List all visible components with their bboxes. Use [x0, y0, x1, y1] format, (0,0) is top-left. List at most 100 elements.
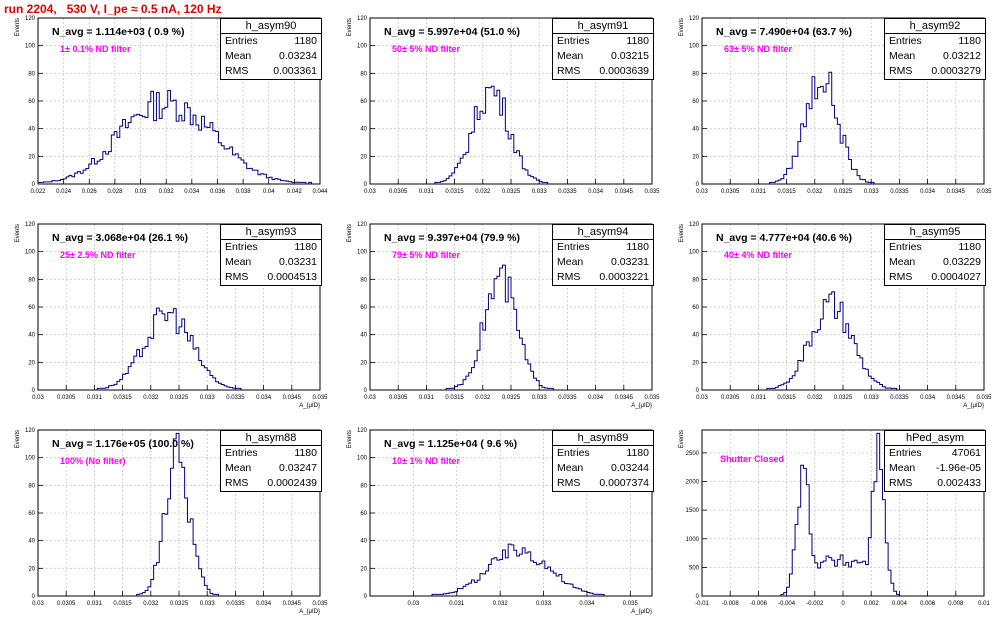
- y-tick-label: 120: [689, 222, 700, 228]
- x-tick-label: 0: [841, 601, 845, 607]
- y-tick-label: 100: [689, 44, 700, 50]
- stats-row-mean: Mean 0.03229: [885, 255, 985, 270]
- filter-annotation: 79± 5% ND filter: [392, 250, 460, 260]
- x-tick-label: 0.03: [696, 189, 708, 195]
- x-tick-label: 0.008: [948, 601, 964, 607]
- stats-value: 1180: [294, 447, 317, 459]
- x-tick-label: 0.03: [32, 601, 44, 607]
- stats-row-mean: Mean 0.03247: [221, 461, 321, 476]
- stats-box: h_asym95 Entries 1180 Mean 0.03229 RMS 0.00040…: [884, 224, 986, 286]
- histogram-panel-h_asym91: 0.03 0.0305 0.031 0.0315 0.032 0.0325 0.033 0.0…: [332, 14, 664, 221]
- y-axis-label: Events: [347, 18, 353, 36]
- x-tick-label: 0.0315: [445, 395, 464, 401]
- y-tick-label: 20: [692, 154, 699, 160]
- y-tick-label: 100: [25, 250, 36, 256]
- y-tick-label: 0: [32, 388, 36, 394]
- x-tick-label: 0.03: [408, 601, 420, 607]
- stats-value: 47061: [951, 447, 981, 459]
- y-tick-label: 100: [25, 44, 36, 50]
- y-tick-label: 60: [692, 305, 699, 311]
- y-tick-label: 2500: [686, 451, 700, 457]
- x-tick-label: 0.04: [263, 189, 275, 195]
- x-tick-label: 0.022: [30, 189, 46, 195]
- stats-row-mean: Mean 0.03231: [553, 255, 653, 270]
- stats-key: Mean: [557, 256, 584, 268]
- stats-key: RMS: [557, 271, 581, 283]
- histogram-plot-h_asym90: 0.022 0.024 0.026 0.028 0.03 0.032 0.034 0.036 0…: [15, 16, 328, 195]
- filter-annotation: 25± 2.5% ND filter: [60, 250, 136, 260]
- histogram-bars: [37, 90, 320, 185]
- navg-label: N_avg = 7.490e+04 (63.7 %): [716, 26, 853, 38]
- stats-key: Entries: [889, 35, 922, 47]
- stats-row-mean: Mean 0.03244: [553, 461, 653, 476]
- x-tick-label: 0.033: [532, 189, 548, 195]
- y-tick-label: 80: [360, 71, 367, 77]
- histogram-bars: [370, 543, 652, 597]
- y-tick-label: 100: [357, 456, 368, 462]
- y-tick-label: 40: [360, 127, 367, 133]
- y-axis-label: Events: [679, 224, 685, 242]
- x-tick-label: 0.03: [364, 189, 376, 195]
- stats-key: Mean: [557, 50, 584, 62]
- x-tick-label: 0.0305: [389, 189, 408, 195]
- x-tick-label: 0.035: [312, 601, 328, 607]
- y-axis-label: Events: [679, 18, 685, 36]
- stats-row-entries: Entries 1180: [221, 446, 321, 461]
- stats-key: Entries: [889, 447, 922, 459]
- x-tick-label: 0.0325: [502, 395, 521, 401]
- stats-key: Entries: [557, 447, 590, 459]
- x-tick-label: 0.002: [864, 601, 880, 607]
- stats-key: Mean: [225, 50, 252, 62]
- x-tick-label: 0.0315: [445, 189, 464, 195]
- y-tick-label: 80: [360, 483, 367, 489]
- x-tick-label: 0.0335: [890, 395, 909, 401]
- x-tick-label: -0.002: [806, 601, 824, 607]
- x-tick-label: 0.034: [256, 395, 272, 401]
- y-tick-label: 60: [360, 305, 367, 311]
- x-axis-label: A_{μID}: [631, 609, 652, 615]
- x-tick-label: 0.0335: [226, 601, 245, 607]
- y-tick-label: 60: [360, 99, 367, 105]
- x-tick-label: 0.01: [978, 601, 990, 607]
- y-tick-label: 0: [364, 388, 368, 394]
- y-tick-label: 80: [692, 277, 699, 283]
- stats-row-rms: RMS 0.0003221: [553, 270, 653, 285]
- y-tick-label: 20: [28, 154, 35, 160]
- y-tick-label: 0: [696, 594, 700, 600]
- y-axis-label: Events: [15, 224, 21, 242]
- x-tick-label: 0.033: [200, 395, 216, 401]
- x-tick-label: 0.034: [920, 395, 936, 401]
- y-axis-label: Events: [347, 224, 353, 242]
- stats-value: 0.03247: [279, 462, 317, 474]
- x-tick-label: 0.031: [87, 601, 103, 607]
- run-title: run 2204, 530 V, I_pe ≈ 0.5 nA, 120 Hz: [4, 2, 222, 16]
- stats-row-rms: RMS 0.002433: [885, 476, 985, 491]
- x-tick-label: 0.034: [184, 189, 200, 195]
- y-axis-label: Events: [679, 430, 685, 448]
- y-tick-label: 1000: [686, 537, 700, 543]
- x-tick-label: 0.031: [419, 189, 435, 195]
- x-tick-label: 0.032: [475, 189, 491, 195]
- histogram-panel-h_asym92: 0.03 0.0305 0.031 0.0315 0.032 0.0325 0.033 0.0…: [664, 14, 996, 221]
- stats-row-mean: Mean 0.03231: [221, 255, 321, 270]
- x-tick-label: 0.036: [210, 189, 226, 195]
- x-tick-label: 0.035: [976, 395, 992, 401]
- y-tick-label: 20: [360, 566, 367, 572]
- stats-row-entries: Entries 1180: [553, 446, 653, 461]
- stats-box: hPed_asym Entries 47061 Mean -1.96e-05 RMS 0.0…: [884, 430, 986, 492]
- stats-key: RMS: [889, 477, 913, 489]
- stats-row-entries: Entries 1180: [885, 34, 985, 49]
- x-tick-label: 0.038: [236, 189, 252, 195]
- stats-row-entries: Entries 1180: [553, 240, 653, 255]
- histogram-panel-h_asym89: 0.03 0.031 0.032 0.033 0.034 0.035 0 20 40 60 80 10…: [332, 426, 664, 633]
- navg-label: N_avg = 4.777e+04 (40.6 %): [716, 232, 853, 244]
- filter-annotation: 100% (No filter): [60, 456, 126, 466]
- histogram-plot-h_asym88: 0.03 0.0305 0.031 0.0315 0.032 0.0325 0.033 0.0…: [15, 428, 328, 615]
- y-tick-label: 120: [357, 222, 368, 228]
- x-tick-label: 0.006: [920, 601, 936, 607]
- x-tick-label: 0.0325: [502, 189, 521, 195]
- navg-label: N_avg = 5.997e+04 (51.0 %): [384, 26, 521, 38]
- stats-row-rms: RMS 0.003361: [221, 64, 321, 79]
- x-tick-label: 0.032: [807, 395, 823, 401]
- stats-key: RMS: [225, 477, 249, 489]
